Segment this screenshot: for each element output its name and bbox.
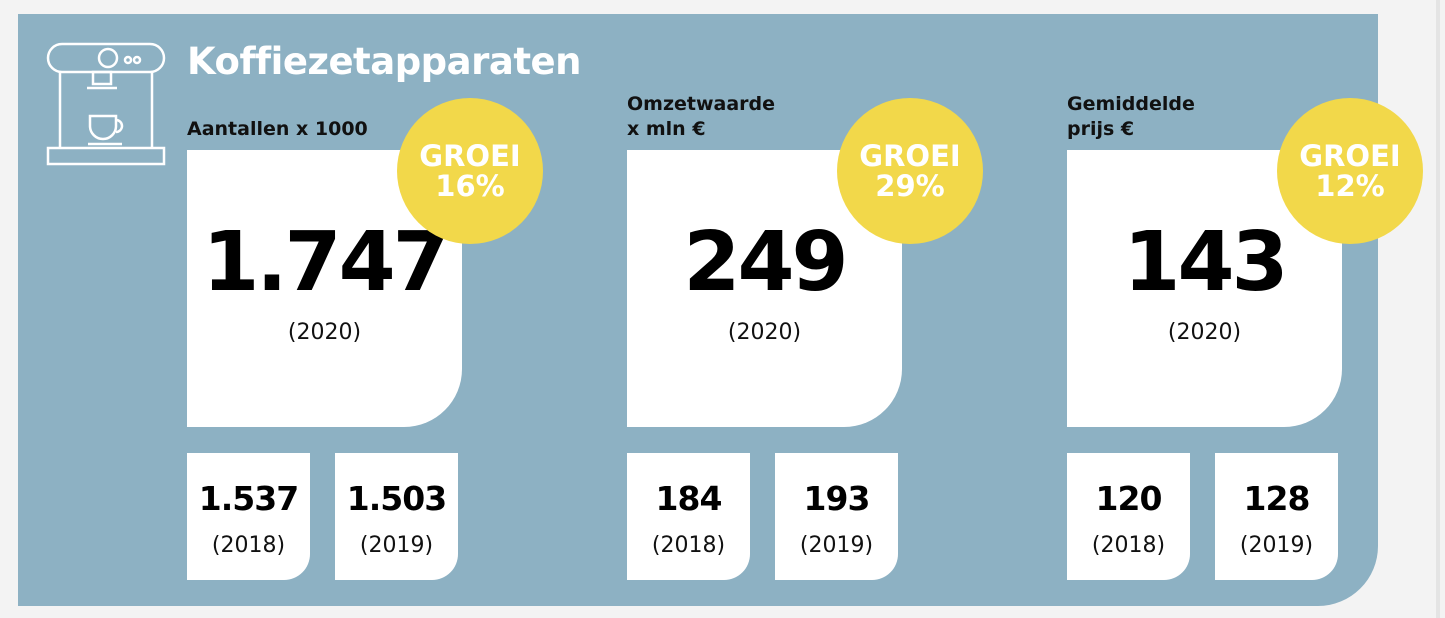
main-year: (2020) [287, 320, 362, 345]
history-card: 1.537 (2018) [187, 453, 310, 580]
history-year: (2018) [1091, 533, 1166, 558]
history-year: (2019) [1239, 533, 1314, 558]
title: Koffiezetapparaten [187, 40, 581, 83]
growth-badge: GROEI 12% [1277, 98, 1423, 244]
badge-label: GROEI [419, 139, 521, 173]
main-value: 143 [1123, 215, 1288, 310]
coffee-machine-icon [46, 42, 166, 166]
label-line: Aantallen x 1000 [187, 118, 368, 140]
history-year: (2018) [211, 533, 286, 558]
badge-value: 29% [875, 169, 945, 203]
history-card: 1.503 (2019) [335, 453, 458, 580]
metric-label: Gemiddelde prijs € [1067, 92, 1195, 142]
badge-label: GROEI [859, 139, 961, 173]
history-card: 128 (2019) [1215, 453, 1338, 580]
label-line: Omzetwaarde [627, 93, 776, 115]
scroll-edge [1436, 0, 1440, 618]
growth-badge: GROEI 29% [837, 98, 983, 244]
history-year: (2018) [651, 533, 726, 558]
history-value: 1.503 [346, 479, 447, 518]
history-card: 193 (2019) [775, 453, 898, 580]
main-value: 249 [683, 215, 848, 310]
history-year: (2019) [359, 533, 434, 558]
history-year: (2019) [799, 533, 874, 558]
history-card: 184 (2018) [627, 453, 750, 580]
main-value: 1.747 [202, 215, 449, 310]
metric-label: Omzetwaarde x mln € [627, 92, 775, 142]
label-line: Gemiddelde [1067, 93, 1195, 115]
label-line: prijs € [1067, 118, 1135, 140]
history-card: 120 (2018) [1067, 453, 1190, 580]
badge-value: 12% [1315, 169, 1385, 203]
metric-label: Aantallen x 1000 [187, 117, 368, 142]
badge-value: 16% [435, 169, 505, 203]
main-year: (2020) [1167, 320, 1242, 345]
growth-badge: GROEI 16% [397, 98, 543, 244]
label-line: x mln € [627, 118, 706, 140]
history-value: 128 [1243, 479, 1311, 518]
history-value: 1.537 [198, 479, 299, 518]
history-value: 184 [655, 479, 723, 518]
history-value: 193 [803, 479, 871, 518]
history-value: 120 [1095, 479, 1163, 518]
badge-label: GROEI [1299, 139, 1401, 173]
main-year: (2020) [727, 320, 802, 345]
